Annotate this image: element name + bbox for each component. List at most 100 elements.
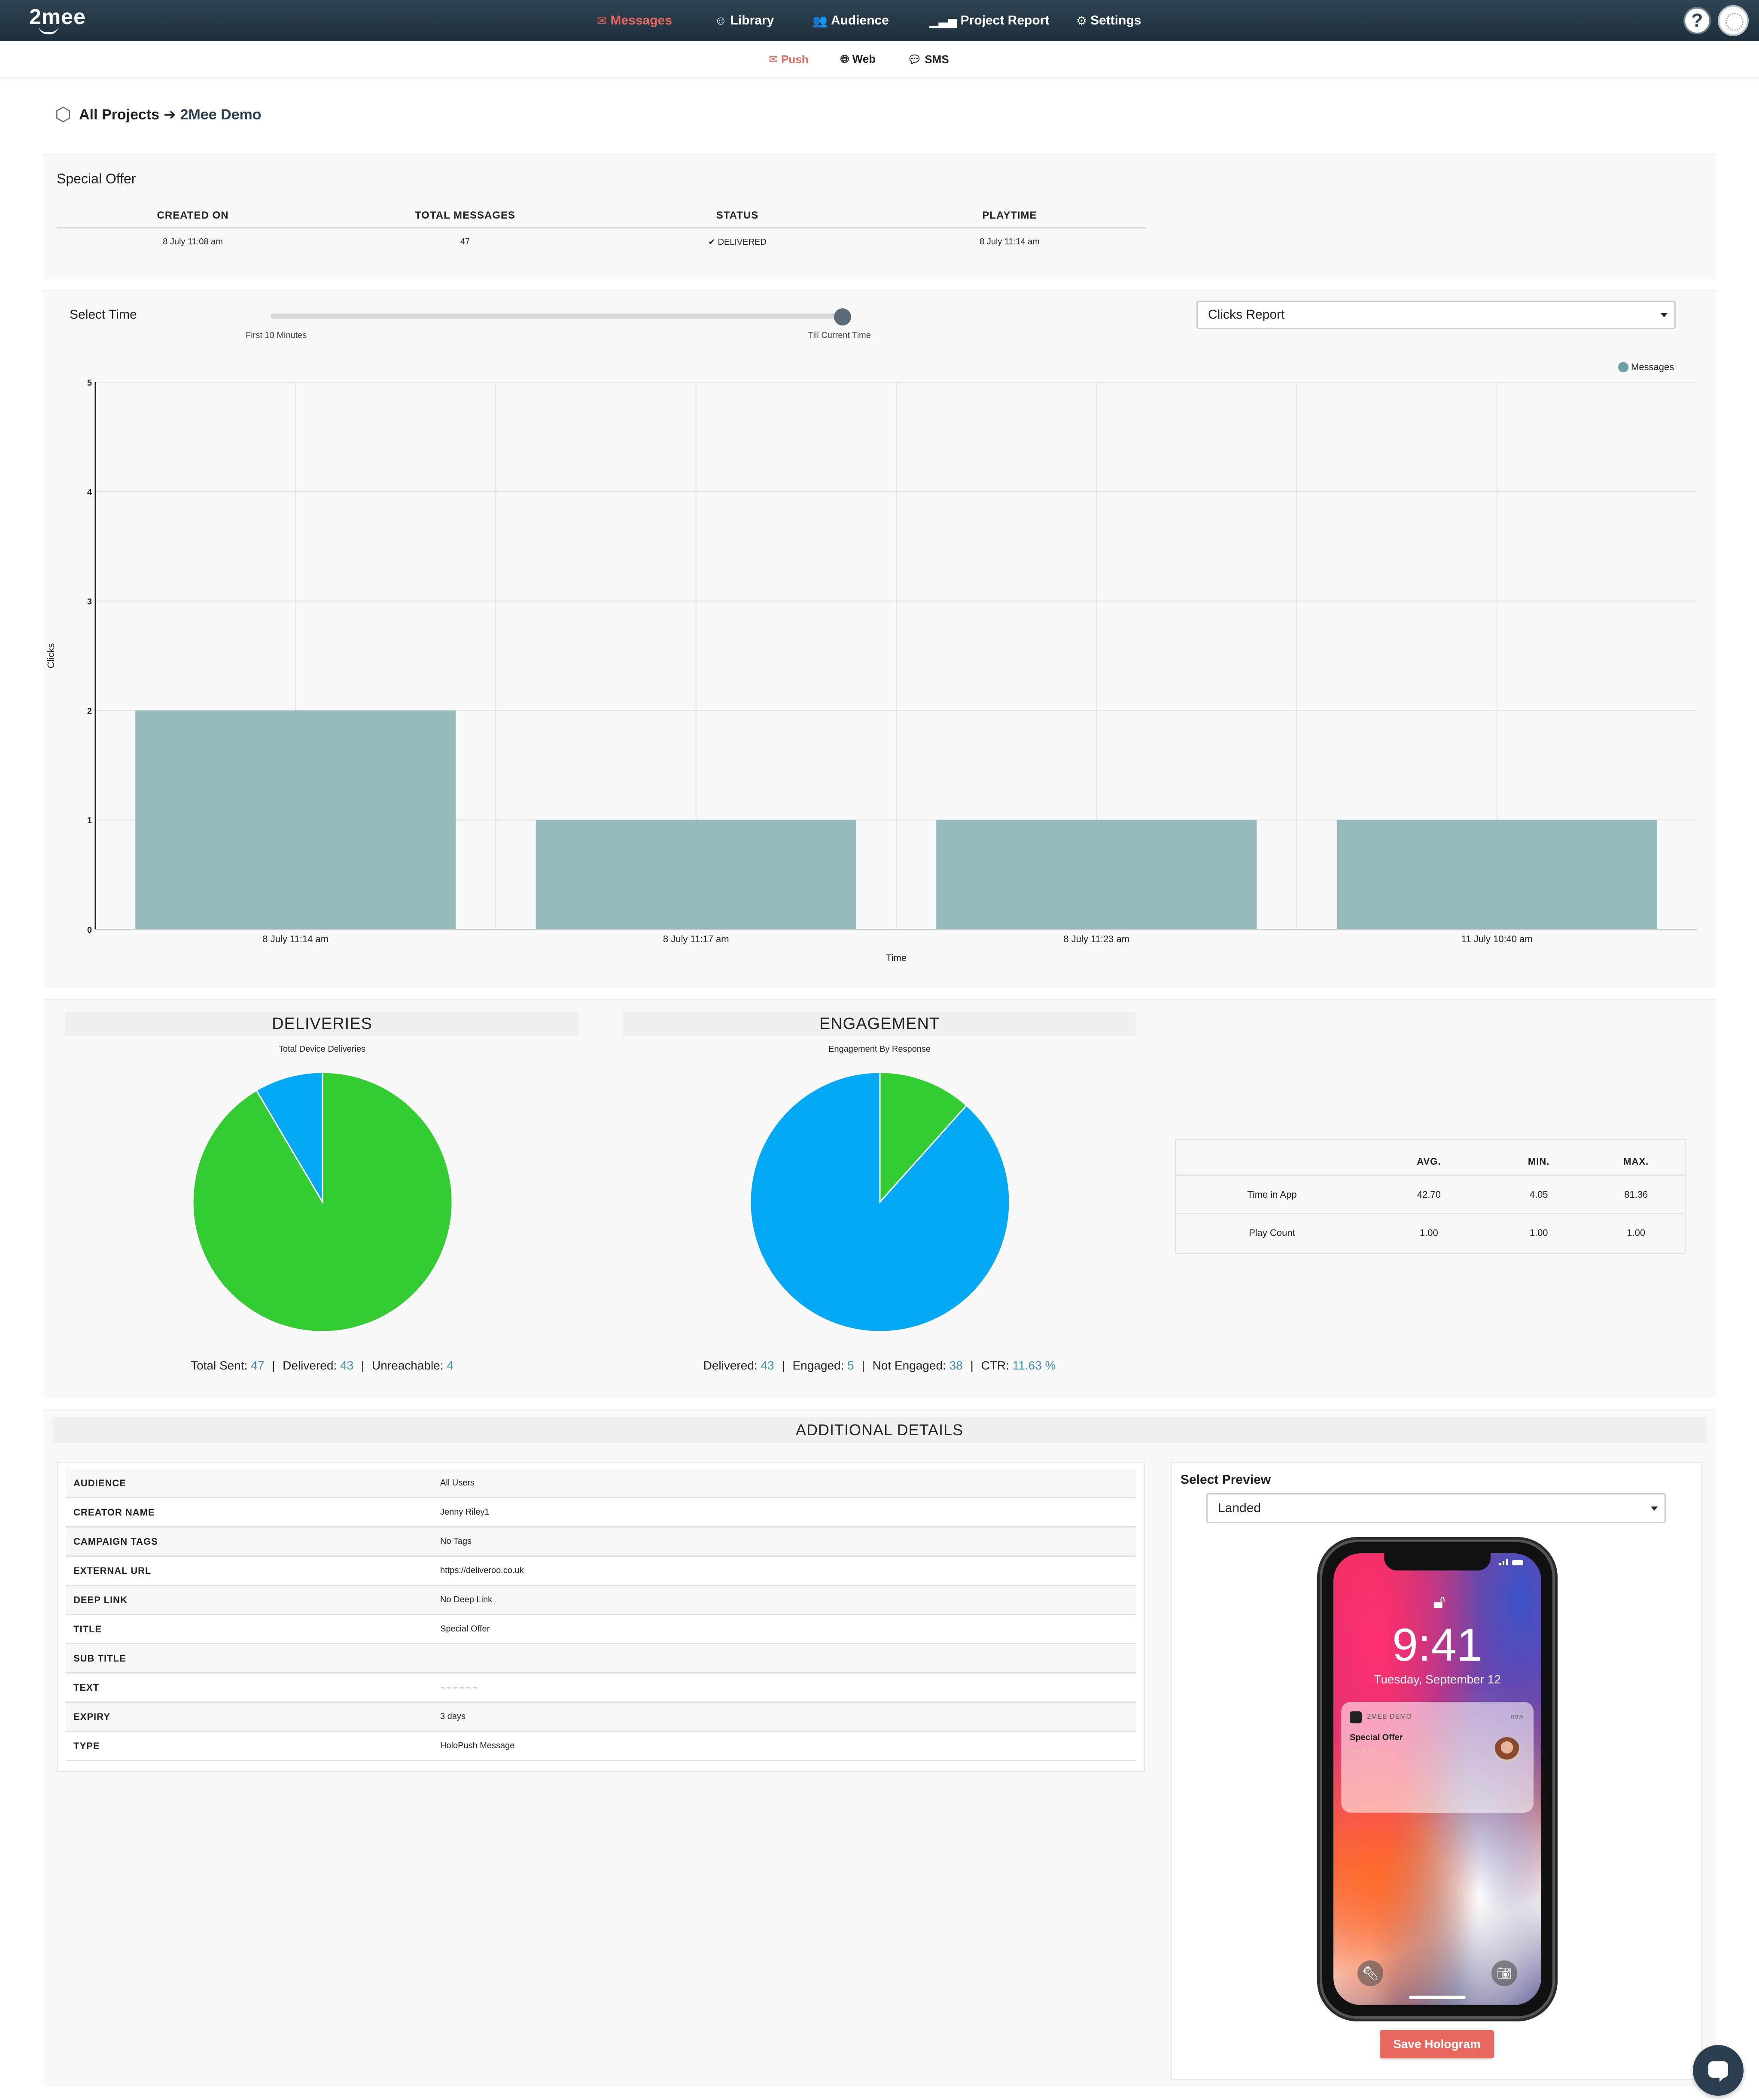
lock-screen-date: Tuesday, September 12 [1374, 1673, 1501, 1686]
detail-value: Special Offer [440, 1624, 490, 1634]
caret-down-icon [1661, 313, 1668, 317]
top-navbar: 2mee ✉ Messages ☺ Library 👥 Audience ▁▃▅… [0, 0, 1759, 41]
nav-library[interactable]: ☺ Library [715, 0, 774, 41]
table-row: Time in App 42.70 4.05 81.36 [1176, 1176, 1685, 1214]
summary-value-row: 8 July 11:08 am 47 ✔ DELIVERED 8 July 11… [57, 228, 1146, 255]
y-axis-title: Clicks [46, 643, 56, 669]
y-tick-label: 1 [87, 816, 92, 825]
separator: | [861, 1359, 865, 1372]
metric-name: Time in App [1247, 1189, 1297, 1200]
detail-key: TYPE [73, 1740, 100, 1751]
detail-key: DEEP LINK [73, 1594, 128, 1605]
legend-label: Messages [1631, 362, 1674, 372]
detail-key: TITLE [73, 1623, 102, 1634]
separator: | [272, 1359, 275, 1372]
chat-icon: 💬︎ [907, 52, 922, 66]
table-row: AUDIENCE All Users [66, 1469, 1136, 1498]
project-hex-icon: ⬡ [55, 104, 72, 125]
app-icon [1350, 1711, 1362, 1723]
breadcrumb-root[interactable]: All Projects [79, 106, 160, 123]
globe-icon: 🌐︎ [840, 52, 849, 65]
subnav-push[interactable]: ✉ Push [769, 53, 809, 66]
metric-min: 1.00 [1529, 1227, 1548, 1238]
summary-table: CREATED ON TOTAL MESSAGES STATUS PLAYTIM… [57, 204, 1146, 255]
metric-avg: 42.70 [1417, 1189, 1441, 1200]
flashlight-icon: 🔦︎ [1357, 1960, 1383, 1986]
app-logo[interactable]: 2mee [29, 5, 86, 29]
engaged-value: 5 [847, 1359, 854, 1372]
nav-settings[interactable]: ⚙ Settings [1076, 0, 1141, 41]
time-slider-handle[interactable] [834, 308, 851, 326]
y-tick-label: 2 [87, 706, 92, 716]
time-slider-track[interactable] [271, 313, 846, 319]
breadcrumb-current[interactable]: 2Mee Demo [180, 106, 262, 123]
table-row: EXTERNAL URL https://deliveroo.co.uk [66, 1557, 1136, 1586]
deliveries-engagement-panel: DELIVERIES Total Device Deliveries Total… [43, 999, 1716, 1398]
arrow-right-icon: ➔ [164, 107, 176, 123]
metric-name: Play Count [1249, 1227, 1295, 1238]
breadcrumb: ⬡ All Projects ➔ 2Mee Demo [55, 105, 262, 125]
table-row: SUB TITLE [66, 1644, 1136, 1674]
phone-notch [1384, 1553, 1491, 1570]
metrics-header-row: AVG. MIN. MAX. [1176, 1140, 1685, 1176]
save-hologram-button[interactable]: Save Hologram [1380, 2030, 1494, 2058]
clicks-bar-chart: 0 1 2 3 4 5 8 July 11:14 am 8 July 11:17 am 8 Ju… [46, 378, 1697, 961]
nav-project-report[interactable]: ▁▃▅ Project Report [929, 0, 1049, 41]
deliveries-subtitle: Total Device Deliveries [278, 1044, 366, 1054]
subnav-web[interactable]: 🌐︎ Web [840, 52, 876, 66]
chart-bar [135, 710, 456, 929]
detail-key: CREATOR NAME [73, 1507, 155, 1518]
x-tick-label: 8 July 11:23 am [1063, 934, 1129, 944]
summary-header: PLAYTIME [982, 210, 1037, 221]
nav-group: ⚙ Settings [1076, 0, 1141, 41]
report-type-select[interactable]: Clicks Report [1196, 301, 1676, 329]
logo-smile-icon [39, 26, 58, 34]
nav-label: Project Report [960, 13, 1050, 27]
table-row: TEXT ⌁⌁⌁⌁⌁⌁ [66, 1674, 1136, 1703]
chat-support-icon[interactable] [1693, 2045, 1744, 2096]
user-avatar[interactable] [1718, 5, 1749, 36]
nav-messages[interactable]: ✉ Messages [597, 0, 672, 41]
additional-details-title: ADDITIONAL DETAILS [52, 1417, 1707, 1443]
separator: | [782, 1359, 785, 1372]
delivered-value: 43 [761, 1359, 774, 1372]
nav-group: ▁▃▅ Project Report [929, 0, 1049, 41]
nav-group: ☺ Library [715, 0, 774, 41]
nav-audience[interactable]: 👥 Audience [813, 0, 889, 41]
detail-key: CAMPAIGN TAGS [73, 1536, 158, 1547]
additional-details-panel: ADDITIONAL DETAILS AUDIENCE All Users CRE… [43, 1409, 1716, 2086]
detail-value: No Deep Link [440, 1595, 493, 1604]
detail-key: SUB TITLE [73, 1653, 126, 1664]
detail-value: All Users [440, 1478, 475, 1488]
subnav-sms[interactable]: 💬︎ SMS [907, 53, 949, 66]
table-row: TYPE HoloPush Message [66, 1732, 1136, 1761]
engagement-subtitle: Engagement By Response [828, 1044, 931, 1054]
deliveries-footer: Total Sent: 47 | Delivered: 43 | Unreach… [65, 1359, 579, 1373]
table-row: CREATOR NAME Jenny Riley1 [66, 1498, 1136, 1528]
summary-header: CREATED ON [157, 210, 229, 221]
bar-chart-icon: ▁▃▅ [929, 14, 957, 27]
envelope-icon: ✉ [769, 52, 778, 66]
detail-value[interactable]: https://deliveroo.co.uk [440, 1566, 524, 1575]
notification-text: ⌁⌁⌁⌁⌁ [1350, 1747, 1379, 1755]
preview-select[interactable]: Landed [1206, 1493, 1666, 1523]
chart-legend: Messages [1618, 362, 1674, 373]
battery-icon [1512, 1560, 1523, 1565]
preview-panel: Select Preview Landed 🔓︎ 9:41 Tuesday, S… [1171, 1462, 1702, 2080]
main-nav: ✉ Messages [597, 0, 672, 41]
detail-key: EXTERNAL URL [73, 1565, 152, 1576]
push-notification-card: 2MEE DEMO now Special Offer ⌁⌁⌁⌁⌁ [1341, 1702, 1534, 1813]
chart-bar [536, 820, 856, 929]
help-icon[interactable]: ? [1683, 7, 1711, 34]
subnav-items: ✉ Push 🌐︎ Web 💬︎ SMS [769, 41, 949, 77]
subnav-label: Web [852, 52, 876, 65]
phone-lock-screen: 🔓︎ 9:41 Tuesday, September 12 2MEE DEMO … [1333, 1553, 1541, 2005]
signal-icon [1506, 1559, 1508, 1565]
total-sent-value: 47 [251, 1359, 265, 1372]
metric-min: 4.05 [1529, 1189, 1548, 1200]
deliveries-title: DELIVERIES [65, 1012, 579, 1036]
table-row: Play Count 1.00 1.00 1.00 [1176, 1214, 1685, 1252]
gears-icon: ⚙ [1076, 14, 1087, 27]
delivered-value: 43 [340, 1359, 354, 1372]
legend-swatch [1618, 362, 1628, 372]
